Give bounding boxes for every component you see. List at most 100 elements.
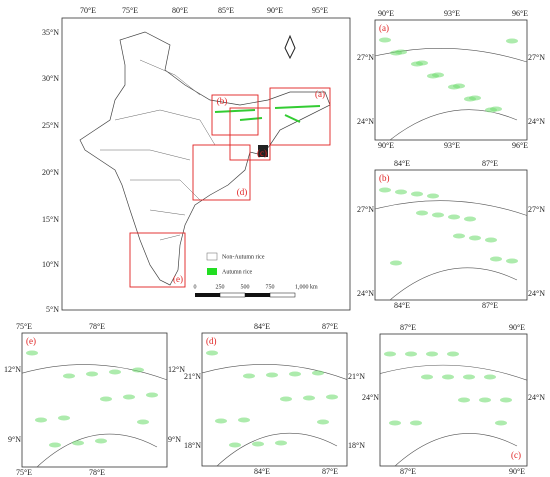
lon-label: 90°E [267,6,283,15]
rice-patch [484,374,496,380]
panel-label: (e) [26,336,36,346]
lat-label: 24°N [528,289,545,298]
lon-label: 87°E [400,467,416,476]
rice-patch [427,193,439,199]
lon-label: 90°E [509,323,525,332]
rice-patch [495,420,507,426]
rice-patch [416,210,428,216]
lat-label: 12°N [168,365,185,374]
rice-patch [26,350,38,356]
rice-patch [63,373,75,379]
scale-label: 750 [266,284,275,290]
rice-patch [411,61,423,67]
lon-label: 84°E [394,159,410,168]
rice-patch [303,395,315,401]
panel-frame [201,332,348,467]
region-outline [374,200,528,301]
rice-patch [252,441,264,447]
lon-label: 93°E [444,141,460,150]
lon-label: 80°E [172,6,188,15]
rice-patches [214,105,321,123]
lat-label: 30°N [42,74,59,83]
lon-label: 96°E [512,141,528,150]
lat-label: 24°N [362,393,379,402]
rice-patch [243,373,255,379]
rice-patch [464,216,476,222]
rice-patch [405,351,417,357]
rice-patch [410,420,422,426]
rice-patch [464,96,476,102]
rice-patch [390,260,402,266]
rice-patch [317,419,329,425]
lat-label: 25°N [42,121,59,130]
rice-patch [137,419,149,425]
scale-label: 1,000 km [295,284,318,290]
box-label: (d) [237,187,248,197]
rice-patch [479,397,491,403]
rice-patch [86,371,98,377]
legend-swatch [207,268,217,275]
lon-label: 75°E [16,322,32,331]
rice-patch [72,440,84,446]
scale-label: 0 [194,284,197,290]
lon-label: 84°E [254,467,270,476]
lon-label: 78°E [89,468,105,477]
lat-label: 27°N [528,205,545,214]
rice-patch [206,350,218,356]
rice-patch [485,237,497,243]
rice-patch [100,396,112,402]
lat-label: 24°N [357,289,374,298]
lat-label: 24°N [528,117,545,126]
lat-label: 10°N [42,260,59,269]
rice-patch [485,107,497,113]
rice-patch [500,397,512,403]
rice-patch [35,417,47,423]
rice-patch [229,442,241,448]
lon-label: 87°E [322,467,338,476]
panel-frame [374,169,528,301]
rice-patch [266,372,278,378]
rice-patch [379,37,391,43]
panel-label: (b) [379,173,390,183]
box-label: (c) [257,148,267,158]
rice-patch [395,189,407,195]
rice-patch [312,370,324,376]
lon-label: 84°E [254,322,270,331]
rice-patch [506,258,518,264]
lon-label: 90°E [509,467,525,476]
rice-patch [215,418,227,424]
rice-patch [432,212,444,218]
rice-patch [463,374,475,380]
lat-label: 5°N [46,305,59,314]
lat-label: 18°N [348,441,365,450]
box-label: (b) [217,96,228,106]
rice-patch [411,191,423,197]
lat-label: 27°N [357,205,374,214]
rice-patch [448,84,460,90]
rice-patch [326,394,338,400]
lat-label: 35°N [42,28,59,37]
rice-patch [490,256,502,262]
lon-label: 78°E [89,322,105,331]
panel-frame [21,332,168,468]
lon-label: 87°E [322,322,338,331]
lat-label: 12°N [4,365,21,374]
lat-label: 24°N [528,393,545,402]
state-borders [100,59,216,241]
lon-label: 87°E [482,159,498,168]
rice-patch [469,235,481,241]
lat-label: 18°N [184,441,201,450]
region-outline [21,364,168,468]
lat-label: 21°N [348,372,365,381]
north-arrow [284,34,296,60]
lon-label: 87°E [400,323,416,332]
rice-patch [453,233,465,239]
rice-patch [390,50,402,56]
legend-label: Autumn rice [222,269,252,275]
scale-bar [195,292,296,298]
rice-patch [289,371,301,377]
lat-label: 21°N [184,372,201,381]
rice-patch [123,394,135,400]
inset-boxes [129,87,331,288]
